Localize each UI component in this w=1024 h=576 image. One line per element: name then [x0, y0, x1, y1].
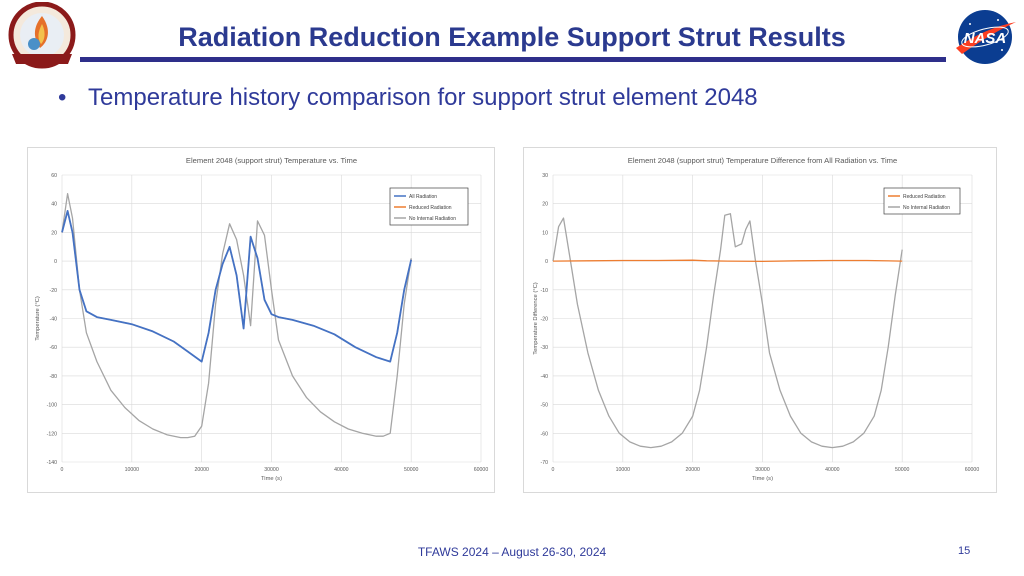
y-tick-label: -60 — [50, 345, 58, 351]
page-number: 15 — [958, 545, 971, 557]
y-tick-label: -80 — [50, 374, 58, 380]
y-tick-label: -20 — [541, 317, 549, 323]
nasa-logo: NASA — [956, 10, 1016, 64]
legend-label: Reduced Radiation — [409, 205, 452, 211]
y-tick-label: 0 — [545, 259, 548, 265]
x-tick-label: 10000 — [125, 467, 140, 473]
bullet-text: Temperature history comparison for suppo… — [88, 84, 758, 111]
y-tick-label: -140 — [47, 460, 57, 466]
x-tick-label: 0 — [552, 467, 555, 473]
title-underline — [80, 57, 946, 62]
y-axis-label: Temperature (°C) — [35, 296, 41, 341]
x-tick-label: 30000 — [755, 467, 770, 473]
legend-label: No Internal Radiation — [409, 216, 456, 222]
chart-title: Element 2048 (support strut) Temperature… — [628, 156, 897, 165]
legend-box — [883, 187, 961, 215]
x-tick-label: 40000 — [334, 467, 349, 473]
temperature-chart: Element 2048 (support strut) Temperature… — [27, 147, 495, 493]
legend-label: No Internal Radiation — [903, 205, 950, 211]
y-tick-label: -20 — [50, 288, 58, 294]
x-tick-label: 0 — [61, 467, 64, 473]
y-tick-label: 0 — [54, 259, 57, 265]
x-tick-label: 60000 — [474, 467, 489, 473]
x-tick-label: 60000 — [965, 467, 980, 473]
y-axis-label: Temperature Difference (°C) — [533, 282, 539, 355]
series-line-reduced-radiation — [61, 210, 412, 363]
y-tick-label: -120 — [47, 431, 57, 437]
chart-legend: Reduced Radiation No Internal Radiation — [883, 187, 961, 215]
x-axis-label: Time (s) — [261, 476, 282, 482]
y-tick-label: -70 — [541, 460, 549, 466]
y-tick-label: -40 — [541, 374, 549, 380]
y-tick-label: -100 — [47, 403, 57, 409]
x-tick-label: 30000 — [264, 467, 279, 473]
series-line-no-internal-radiation — [552, 213, 903, 449]
y-tick-label: -50 — [541, 403, 549, 409]
y-tick-label: 20 — [542, 202, 548, 208]
y-tick-label: -60 — [541, 431, 549, 437]
bullet-symbol: • — [58, 84, 67, 111]
series-line-no-internal-radiation — [61, 193, 412, 439]
temperature-chart-svg: Element 2048 (support strut) Temperature… — [35, 156, 489, 482]
page-title: Radiation Reduction Example Support Stru… — [178, 22, 846, 52]
temperature-difference-chart-svg: Element 2048 (support strut) Temperature… — [533, 156, 980, 482]
x-tick-label: 50000 — [404, 467, 419, 473]
y-tick-label: -10 — [541, 288, 549, 294]
footer-text: TFAWS 2024 – August 26-30, 2024 — [417, 545, 607, 559]
chart-legend: All Radiation Reduced Radiation No Interna… — [389, 187, 469, 226]
x-tick-label: 50000 — [895, 467, 910, 473]
nasa-logo-text: NASA — [964, 30, 1007, 47]
x-tick-label: 10000 — [616, 467, 631, 473]
y-tick-label: 60 — [51, 173, 57, 179]
y-tick-label: 20 — [51, 230, 57, 236]
series-line-reduced-radiation — [552, 259, 903, 263]
y-tick-label: 40 — [51, 202, 57, 208]
legend-label: All Radiation — [409, 194, 437, 200]
y-tick-label: 10 — [542, 230, 548, 236]
x-tick-label: 40000 — [825, 467, 840, 473]
legend-label: Reduced Radiation — [903, 194, 946, 200]
x-tick-label: 20000 — [685, 467, 700, 473]
x-axis-label: Time (s) — [752, 476, 773, 482]
tfaws-logo — [8, 2, 76, 69]
y-tick-label: -40 — [50, 317, 58, 323]
series-line-all-radiation — [61, 210, 413, 363]
x-tick-label: 20000 — [194, 467, 209, 473]
temperature-difference-chart: Element 2048 (support strut) Temperature… — [523, 147, 997, 493]
bullet-item: • Temperature history comparison for supp… — [58, 84, 758, 112]
y-tick-label: 30 — [542, 173, 548, 179]
chart-title: Element 2048 (support strut) Temperature… — [186, 156, 357, 165]
y-tick-label: -30 — [541, 345, 549, 351]
